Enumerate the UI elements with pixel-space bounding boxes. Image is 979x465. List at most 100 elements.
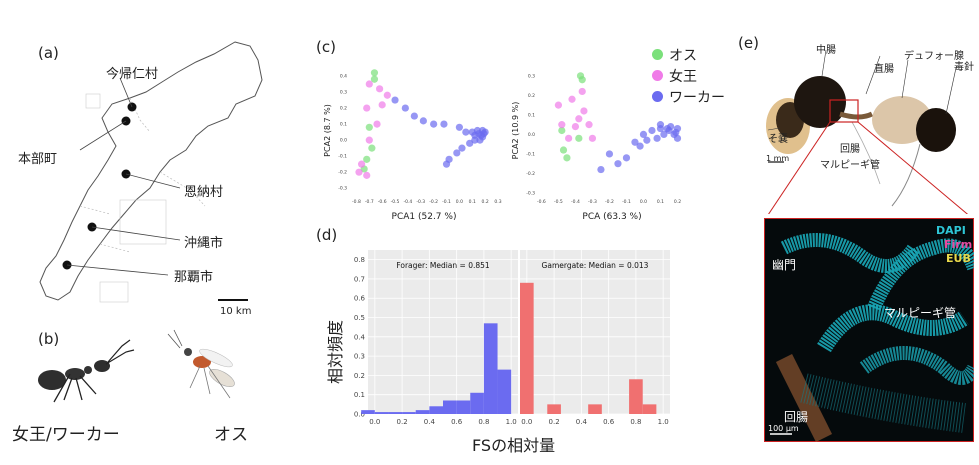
data-point [653, 134, 661, 142]
data-point [660, 130, 668, 139]
panel-d-label: (d) [316, 226, 338, 244]
x-tick-label: -0.1 [442, 199, 451, 205]
data-point [578, 87, 586, 96]
data-point [631, 138, 639, 146]
hist-xlabel: FSの相対量 [472, 436, 556, 455]
scale-top: 1 mm [766, 154, 790, 163]
panel-a-label: (a) [38, 44, 59, 62]
data-point [430, 120, 438, 128]
y-tick-label: 0.4 [354, 333, 366, 341]
data-point [458, 144, 466, 152]
data-point [575, 115, 583, 123]
x-tick-label: 0.2 [549, 418, 560, 426]
x-tick-label: -0.3 [416, 199, 425, 205]
data-point [442, 160, 451, 168]
data-point [471, 136, 479, 144]
y-axis-label: PCA2 (8.7 %) [323, 104, 332, 157]
data-point [643, 136, 651, 144]
stain-dapi: DAPI [936, 224, 966, 237]
x-tick-label: -0.4 [571, 199, 580, 205]
data-point [453, 149, 461, 157]
data-point [478, 126, 487, 135]
data-point [419, 117, 427, 125]
y-tick-label: 0.6 [354, 295, 366, 303]
x-tick-label: 0.0 [521, 418, 532, 426]
x-axis-label: PCA1 (52.7 %) [392, 212, 457, 222]
x-tick-label: -0.1 [622, 199, 631, 205]
okinawa-map [39, 41, 263, 303]
data-point [588, 134, 597, 142]
data-point [373, 120, 381, 128]
caption-queen-worker: 女王/ワーカー [12, 425, 120, 445]
x-tick-label: 0.6 [451, 418, 463, 426]
data-point [672, 128, 680, 137]
data-point [365, 136, 373, 144]
data-point [580, 107, 588, 115]
histogram-bar [629, 379, 643, 414]
scale-bottom: 100 μm [768, 424, 799, 433]
data-point [622, 154, 631, 162]
place-okinawa-city: 沖縄市 [184, 236, 224, 251]
x-tick-label: 0.2 [482, 199, 489, 205]
y-tick-label: 0.4 [340, 74, 347, 80]
x-tick-label: -0.5 [391, 199, 400, 205]
pca-plot-1: -0.8 -0.7 -0.6 -0.5 -0.4 -0.3 -0.2 -0.1 0.0 0.1 0.… [323, 69, 502, 222]
histogram-bar [402, 412, 416, 414]
data-point [656, 121, 665, 129]
y-tick-label: 0.1 [340, 122, 347, 128]
x-tick-label: -0.4 [404, 199, 413, 205]
data-point [563, 154, 571, 162]
data-point [568, 95, 576, 103]
male-ant-illustration [167, 329, 235, 399]
label-midgut: 中腸 [816, 45, 836, 56]
y-tick-label: 0.8 [354, 256, 365, 264]
pca-plot-2: -0.6 -0.5 -0.4 -0.3 -0.2 -0.1 0.0 0.1 0.2 0.3 0.2 0… [511, 72, 682, 222]
histogram-bar [497, 369, 512, 414]
histogram-bar [443, 400, 457, 414]
legend-item-queen: 女王 [652, 67, 725, 88]
x-tick-label: 0.2 [397, 418, 408, 426]
gut-photo [760, 34, 979, 214]
chart-title: Forager: Median = 0.851 [396, 261, 490, 270]
y-axis-label: PCA2 (10.9 %) [511, 102, 520, 160]
island-outline [39, 41, 263, 301]
x-tick-label: 0.0 [640, 199, 647, 205]
panel-e-label: (e) [738, 34, 759, 52]
label-pylorus: 幽門 [772, 258, 797, 272]
data-point [376, 85, 384, 93]
data-point [370, 75, 379, 83]
data-point [605, 150, 614, 158]
y-tick-label: 0.1 [528, 112, 535, 118]
histogram-bar [470, 392, 484, 414]
x-tick-label: -0.3 [588, 199, 597, 205]
x-tick-label: -0.6 [537, 199, 546, 205]
data-point [365, 123, 373, 131]
data-point [663, 124, 671, 133]
data-point [378, 101, 386, 109]
data-point [673, 134, 682, 142]
histogram-bar [588, 404, 602, 414]
panel-c-label: (c) [316, 38, 336, 56]
data-point [355, 168, 363, 176]
zoom-box [829, 99, 859, 123]
histogram-bar [547, 404, 561, 414]
data-point [440, 120, 448, 128]
legend-item-worker: ワーカー [652, 88, 725, 109]
y-tick-label: 0.7 [354, 275, 365, 283]
data-point [357, 160, 366, 168]
data-point [565, 134, 573, 142]
data-point [410, 112, 418, 120]
map-scale-label: 10 km [220, 306, 252, 317]
data-point [363, 104, 371, 112]
x-tick-label: -0.6 [378, 199, 387, 205]
data-point [575, 134, 583, 142]
label-sting: 毒針 [954, 62, 974, 73]
stain-firm: Firm [944, 238, 973, 251]
legend-item-male: オス [652, 46, 725, 67]
y-tick-label: 0.5 [354, 314, 365, 322]
y-tick-label: -0.2 [338, 170, 347, 176]
y-tick-label: -0.2 [526, 171, 535, 177]
y-tick-label: -0.1 [526, 151, 535, 157]
data-point [571, 122, 580, 131]
data-point [466, 139, 474, 147]
